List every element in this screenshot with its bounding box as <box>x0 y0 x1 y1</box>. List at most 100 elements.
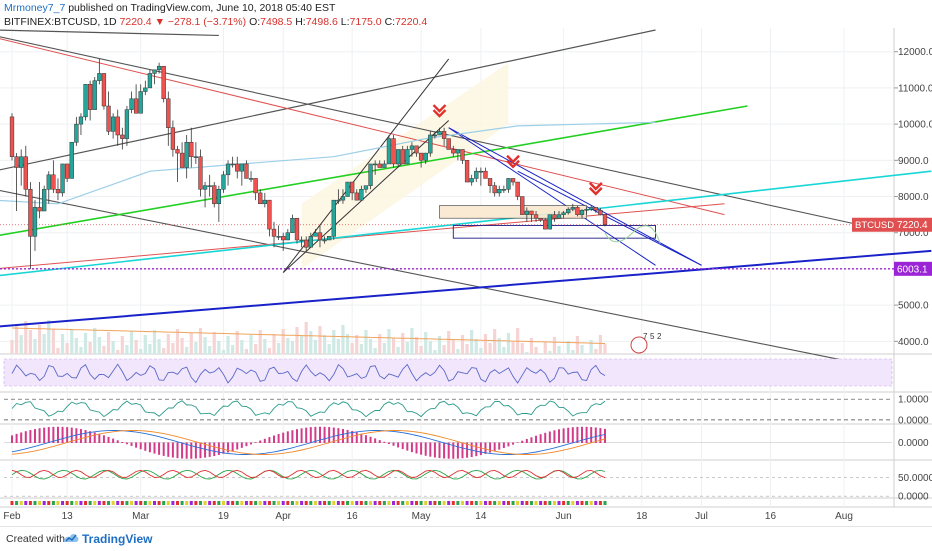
macd-histogram-bar <box>15 433 18 443</box>
signal-strip-mark <box>263 501 267 505</box>
volume-bar <box>249 335 253 354</box>
candle-body <box>110 116 116 132</box>
macd-histogram-bar <box>296 429 298 443</box>
time-tick-label: 19 <box>218 511 230 522</box>
volume-bar <box>157 339 161 354</box>
volume-bars <box>10 320 607 354</box>
candle-body <box>51 174 56 190</box>
candle-body <box>441 131 447 139</box>
macd-histogram-bar <box>171 442 174 458</box>
candle-body <box>46 174 51 190</box>
price-tick-label: 12000.0 <box>898 47 932 58</box>
signal-strip-mark <box>208 501 212 505</box>
moving-average-line <box>0 121 656 205</box>
candle-body <box>570 207 575 210</box>
macd-histogram-bar <box>227 442 230 453</box>
oscillator-2-tick-label: 0.0000 <box>898 415 929 426</box>
price-tick-label: 9000.0 <box>898 156 929 167</box>
macd-histogram-bar <box>268 437 271 443</box>
macd-histogram-bar <box>567 427 570 443</box>
macd-histogram-bar <box>374 438 377 443</box>
volume-bar <box>447 331 451 354</box>
volume-bar <box>299 336 304 354</box>
macd-histogram-bar <box>217 442 220 455</box>
candle-body <box>285 232 290 241</box>
signal-strip-mark <box>598 501 602 505</box>
volume-bar <box>171 343 175 354</box>
volume-bar <box>497 338 501 354</box>
candle-body <box>405 149 410 165</box>
signal-strip-mark <box>543 501 547 505</box>
volume-bar <box>474 339 478 354</box>
macd-histogram-bar <box>318 426 321 443</box>
macd-histogram-bar <box>24 431 27 443</box>
oscillator-3-line-b <box>11 469 606 479</box>
macd-histogram-bar <box>429 442 432 457</box>
candle-body <box>244 163 249 179</box>
candle-body <box>547 214 552 230</box>
signal-strip-mark <box>33 501 37 505</box>
candle-body <box>74 123 79 143</box>
author-name[interactable]: Mrmoney7_7 <box>4 2 66 14</box>
volume-bar <box>502 347 506 354</box>
price-tick-label: 10000.0 <box>898 120 932 131</box>
signal-strip-mark <box>235 501 239 505</box>
signal-strip-mark <box>419 501 423 505</box>
volume-bar <box>166 334 170 354</box>
support-box <box>452 225 656 239</box>
volume-bar <box>93 328 97 354</box>
lower-falling-line <box>0 190 840 360</box>
macd-histogram-bar <box>466 442 469 458</box>
macd-histogram-bar <box>576 426 579 443</box>
signal-strip-mark <box>539 501 543 505</box>
macd-histogram-bar <box>548 431 551 443</box>
volume-bar <box>332 330 336 354</box>
signal-strip-mark <box>438 501 441 505</box>
signal-strip-mark <box>562 501 566 505</box>
macd-histogram-bar <box>254 442 257 443</box>
candle-body <box>294 217 300 241</box>
signal-strip-mark <box>401 501 405 505</box>
macd-histogram-bar <box>530 437 533 443</box>
signal-strip-mark <box>300 501 304 505</box>
candle-body <box>400 149 405 165</box>
signal-strip-mark <box>120 501 124 505</box>
volume-bar <box>437 336 442 354</box>
signal-strip-mark <box>506 501 510 505</box>
sell-chevron-icon <box>506 154 520 169</box>
volume-bar <box>10 340 14 354</box>
candle-body <box>368 163 373 186</box>
macd-histogram-bar <box>507 442 510 447</box>
signal-strip-mark <box>479 501 483 505</box>
macd-histogram-bar <box>222 442 225 454</box>
candle-body <box>354 192 359 201</box>
volume-bar <box>116 350 120 354</box>
macd-histogram-bar <box>98 433 101 443</box>
candle-body <box>529 210 534 215</box>
signal-strip-mark <box>70 501 74 505</box>
candle-body <box>19 156 24 168</box>
volume-bar <box>180 338 184 354</box>
candle-body <box>418 152 424 161</box>
volume-bar <box>111 341 115 354</box>
candle-body <box>9 116 15 157</box>
candle-body <box>524 210 529 215</box>
event-marker-label: 7 <box>643 332 648 341</box>
signal-strip-mark <box>405 501 409 505</box>
candle-body <box>497 189 502 194</box>
macd-histogram-bar <box>20 432 23 443</box>
chart-area[interactable]: Feb 13 Mar 19 Apr 16 May 14 Jun 18 Jul 16 Aug 4000.0 5… <box>0 28 932 526</box>
candle-body <box>363 185 369 190</box>
signal-strip-mark <box>410 501 414 505</box>
signal-strip-mark <box>488 501 492 505</box>
candle-body <box>299 239 304 242</box>
sell-chevron-icon <box>432 104 447 118</box>
signal-strip-mark <box>281 501 285 505</box>
volume-bar <box>396 347 400 354</box>
candle-body <box>382 163 387 168</box>
candle-body <box>556 214 562 219</box>
tradingview-brand[interactable]: TradingView <box>82 532 153 546</box>
volume-bar <box>185 347 189 354</box>
volume-bar <box>410 328 414 354</box>
signal-strip-mark <box>10 501 14 505</box>
